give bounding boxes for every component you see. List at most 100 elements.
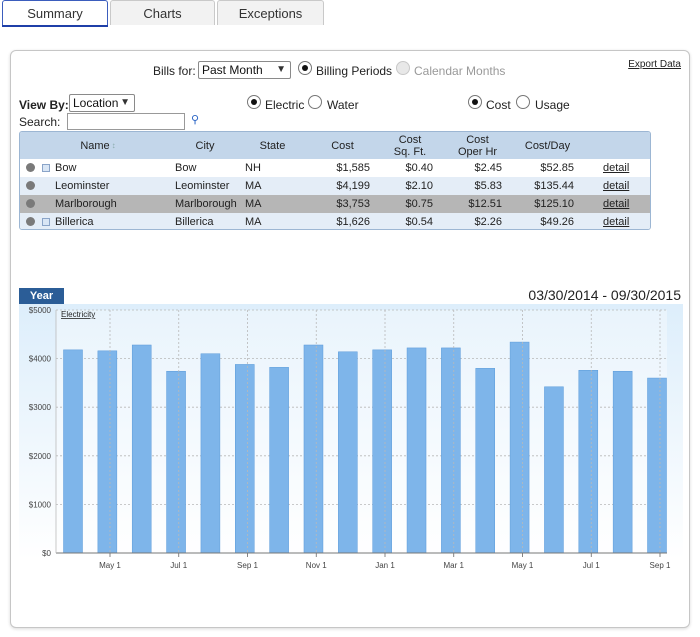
- water-radio[interactable]: [308, 95, 322, 109]
- cell-cost: $1,585: [336, 162, 370, 174]
- header-city[interactable]: City: [195, 139, 215, 152]
- cell-state: MA: [245, 198, 262, 210]
- view-by-select[interactable]: Location ▼: [69, 94, 135, 112]
- cost-radio[interactable]: [468, 95, 482, 109]
- bar: [303, 344, 324, 554]
- header-cost-sqft[interactable]: Cost Sq. Ft.: [393, 133, 427, 158]
- cell-state: NH: [245, 162, 261, 174]
- chevron-down-icon: ▼: [276, 64, 286, 75]
- cell-cost: $4,199: [336, 180, 370, 192]
- tab-charts[interactable]: Charts: [110, 0, 215, 25]
- bar: [406, 347, 427, 554]
- bar: [441, 347, 461, 554]
- cell-cost-day: $135.44: [534, 180, 574, 192]
- cell-name: Billerica: [55, 216, 94, 228]
- calendar-months-radio[interactable]: [396, 61, 410, 75]
- header-cost-oper-hr[interactable]: Cost Oper Hr: [457, 133, 498, 158]
- cell-cost: $3,753: [336, 198, 370, 210]
- tab-exceptions[interactable]: Exceptions: [217, 0, 324, 25]
- usage-radio[interactable]: [516, 95, 530, 109]
- y-tick-label: $0: [42, 549, 51, 558]
- bar: [269, 367, 289, 554]
- status-dot-icon: [26, 163, 35, 172]
- x-tick-label: May 1: [512, 561, 534, 570]
- view-by-value: Location: [73, 96, 119, 110]
- status-dot-icon: [26, 199, 35, 208]
- header-name[interactable]: Name ↕: [68, 132, 128, 159]
- cost-chart: $0 $1000 $2000 $3000 $4000 $5000 May 1 Jul 1 Sep…: [19, 304, 683, 574]
- usage-label: Usage: [535, 98, 570, 112]
- x-tick-label: Mar 1: [444, 561, 465, 570]
- cell-cost-day: $49.26: [540, 216, 574, 228]
- sort-icon: ↕: [111, 140, 116, 150]
- header-cost[interactable]: Cost: [331, 139, 354, 152]
- cell-cost: $1,626: [336, 216, 370, 228]
- bar: [131, 344, 152, 554]
- tab-bar: Summary Charts Exceptions: [0, 0, 700, 27]
- cell-name: Marlborough: [55, 198, 117, 210]
- tab-summary[interactable]: Summary: [2, 0, 108, 27]
- detail-link[interactable]: detail: [603, 198, 630, 210]
- bills-for-value: Past Month: [202, 63, 263, 77]
- table-row[interactable]: Billerica Billerica MA $1,626 $0.54 $2.2…: [20, 213, 650, 229]
- x-tick-label: Jul 1: [170, 561, 187, 570]
- bar: [372, 349, 392, 554]
- legend-electricity: Electricity: [61, 310, 95, 319]
- bar: [578, 370, 599, 554]
- cell-cost-oper-hr: $2.45: [474, 162, 502, 174]
- cell-cost-sqft: $0.75: [405, 198, 433, 210]
- bar: [200, 353, 221, 554]
- calendar-months-label: Calendar Months: [414, 64, 506, 78]
- search-icon[interactable]: ⚲: [191, 114, 200, 126]
- cell-city: Billerica: [175, 216, 214, 228]
- table-header: Name ↕ City State Cost Cost Sq. Ft. Cost…: [20, 132, 650, 159]
- cell-city: Marlborough: [175, 198, 237, 210]
- bar-chart: $0 $1000 $2000 $3000 $4000 $5000 May 1 Jul 1 Sep…: [19, 304, 683, 570]
- detail-link[interactable]: detail: [603, 162, 630, 174]
- status-dot-icon: [26, 217, 35, 226]
- export-data-link[interactable]: Export Data: [628, 59, 681, 70]
- cell-city: Bow: [175, 162, 197, 174]
- cell-cost-oper-hr: $5.83: [474, 180, 502, 192]
- bills-for-select[interactable]: Past Month ▼: [198, 61, 291, 79]
- cell-state: MA: [245, 216, 262, 228]
- cell-cost-day: $125.10: [534, 198, 574, 210]
- header-cost-day[interactable]: Cost/Day: [524, 139, 571, 152]
- y-tick-label: $5000: [29, 306, 52, 315]
- y-tick-label: $2000: [29, 452, 52, 461]
- bar: [235, 364, 255, 554]
- cell-city: Leominster: [175, 180, 230, 192]
- plot-area: [56, 310, 667, 553]
- date-range: 03/30/2014 - 09/30/2015: [528, 287, 681, 303]
- billing-periods-label: Billing Periods: [316, 64, 393, 78]
- bar: [475, 368, 495, 554]
- search-input[interactable]: [67, 113, 185, 130]
- year-tab[interactable]: Year: [19, 288, 64, 304]
- bar: [63, 349, 83, 554]
- header-state[interactable]: State: [259, 139, 286, 152]
- cell-cost-oper-hr: $2.26: [474, 216, 502, 228]
- electric-label: Electric: [265, 98, 305, 112]
- image-icon: [42, 218, 50, 226]
- status-dot-icon: [26, 181, 35, 190]
- detail-link[interactable]: detail: [603, 180, 630, 192]
- summary-panel: Export Data Bills for: Past Month ▼ Bill…: [10, 50, 690, 628]
- locations-table: Name ↕ City State Cost Cost Sq. Ft. Cost…: [19, 131, 651, 230]
- table-row[interactable]: Marlborough Marlborough MA $3,753 $0.75 …: [20, 195, 650, 213]
- bar: [544, 386, 564, 554]
- y-tick-label: $3000: [29, 403, 52, 412]
- billing-periods-radio[interactable]: [298, 61, 312, 75]
- chevron-down-icon: ▼: [120, 97, 130, 108]
- electric-radio[interactable]: [247, 95, 261, 109]
- cell-cost-sqft: $0.54: [405, 216, 433, 228]
- cell-cost-oper-hr: $12.51: [468, 198, 502, 210]
- cell-state: MA: [245, 180, 262, 192]
- water-label: Water: [327, 98, 359, 112]
- header-name-label: Name: [80, 139, 110, 152]
- table-row[interactable]: Bow Bow NH $1,585 $0.40 $2.45 $52.85 det…: [20, 159, 650, 177]
- x-tick-label: May 1: [99, 561, 121, 570]
- table-row[interactable]: Leominster Leominster MA $4,199 $2.10 $5…: [20, 177, 650, 195]
- bar: [97, 350, 118, 554]
- detail-link[interactable]: detail: [603, 216, 630, 228]
- search-label: Search:: [19, 115, 61, 129]
